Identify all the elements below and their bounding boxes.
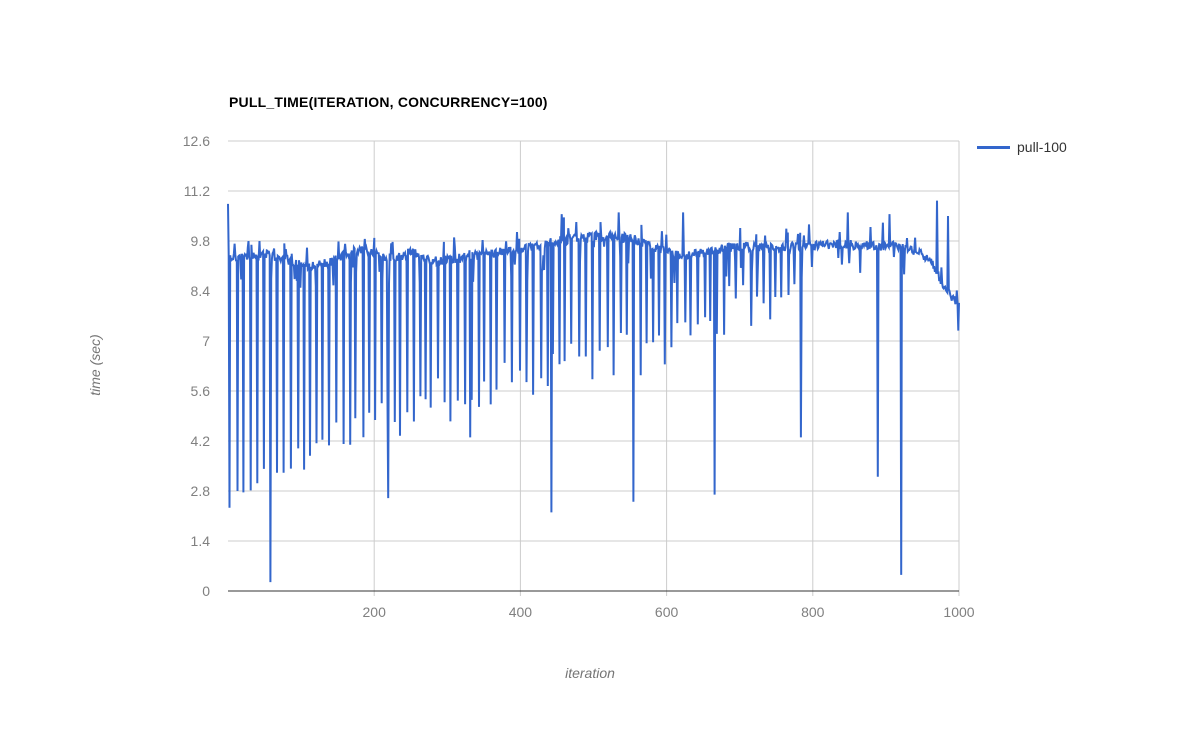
legend-label: pull-100 xyxy=(1017,139,1067,155)
series-line-pull-100 xyxy=(227,200,960,583)
y-tick-label: 7 xyxy=(202,333,210,349)
y-tick-label: 8.4 xyxy=(190,283,210,299)
x-tick-label: 1000 xyxy=(943,604,975,620)
y-tick-label: 1.4 xyxy=(190,533,210,549)
y-tick-label: 2.8 xyxy=(190,483,210,499)
y-tick-label: 12.6 xyxy=(182,133,210,149)
y-tick-label: 11.2 xyxy=(183,183,210,199)
legend-line-swatch xyxy=(977,146,1010,149)
y-axis-title: time (sec) xyxy=(87,334,103,396)
x-tick-label: 400 xyxy=(508,604,533,620)
x-tick-label: 200 xyxy=(362,604,386,620)
x-tick-label: 800 xyxy=(801,604,825,620)
y-tick-label: 0 xyxy=(202,583,210,599)
y-tick-label: 9.8 xyxy=(190,233,210,249)
x-axis-title: iteration xyxy=(565,665,615,681)
y-tick-label: 4.2 xyxy=(190,433,210,449)
x-tick-label: 600 xyxy=(654,604,679,620)
chart-title: PULL_TIME(ITERATION, CONCURRENCY=100) xyxy=(229,94,548,110)
y-tick-label: 5.6 xyxy=(190,383,210,399)
